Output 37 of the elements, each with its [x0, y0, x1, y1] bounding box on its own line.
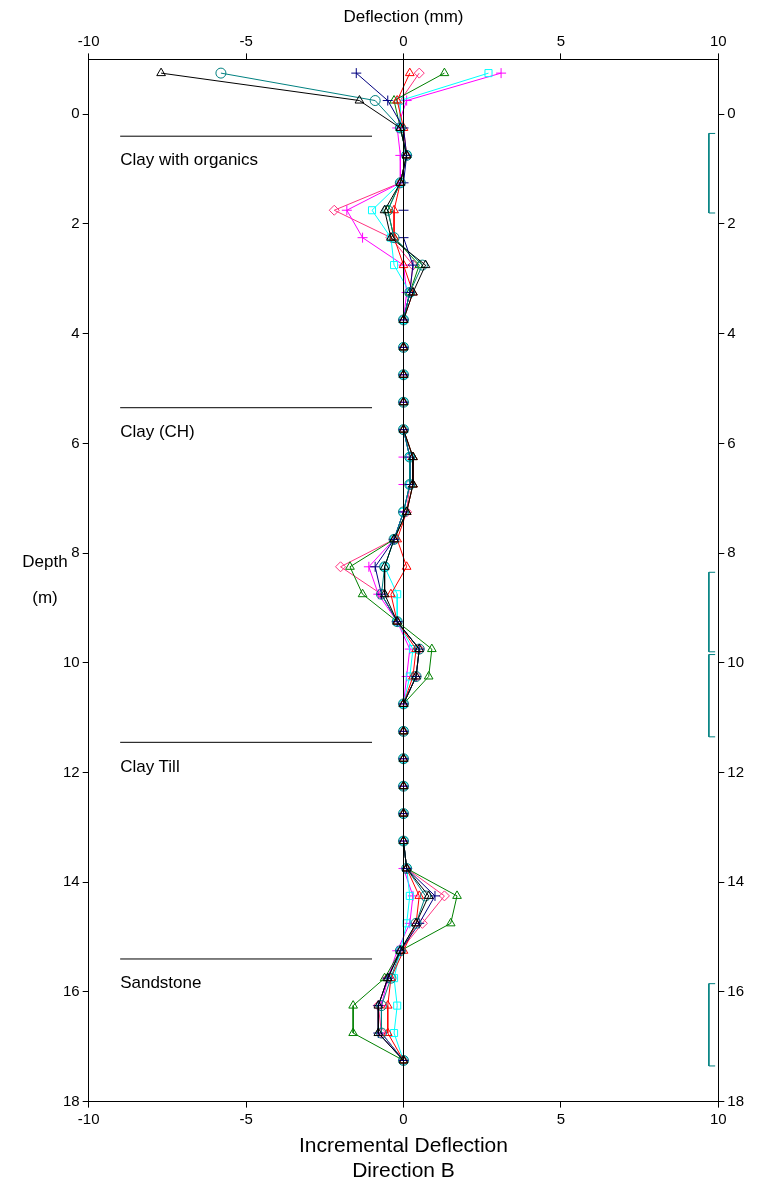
- y-tick-label: 0: [71, 104, 80, 122]
- y2-tick-label: 8: [727, 543, 736, 561]
- x-tick-label: 10: [709, 31, 727, 49]
- annotation: Clay (CH): [120, 421, 195, 441]
- y-tick-label: 6: [71, 433, 80, 451]
- x2-tick-label: 5: [556, 1109, 566, 1127]
- y2-tick-label: 6: [727, 433, 736, 451]
- annotation: Clay with organics: [120, 150, 259, 170]
- x-tick-label: 5: [556, 31, 566, 49]
- y-tick-label: 12: [63, 762, 80, 780]
- x-tick-label: -5: [239, 31, 253, 49]
- y-tick-label: 10: [63, 652, 80, 670]
- x-axis-title: Incremental Deflection Direction B: [299, 1133, 508, 1182]
- x-tick-label: 0: [399, 31, 408, 49]
- y2-tick-label: 0: [727, 104, 736, 122]
- y-tick-label: 8: [71, 543, 80, 561]
- x2-tick-label: -10: [77, 1109, 100, 1127]
- y2-tick-label: 14: [727, 872, 744, 890]
- y2-tick-label: 2: [727, 214, 736, 232]
- annotation: Clay Till: [120, 756, 180, 776]
- y2-tick-label: 10: [727, 652, 744, 670]
- y2-tick-label: 12: [727, 762, 744, 780]
- y-tick-label: 14: [63, 872, 80, 890]
- y-tick-label: 2: [71, 214, 80, 232]
- x2-axis-title: Deflection (mm): [343, 6, 464, 26]
- x2-tick-label: 10: [709, 1109, 727, 1127]
- y2-tick-label: 18: [727, 1091, 744, 1109]
- y-axis-title: Depth (m): [22, 552, 68, 608]
- y-tick-label: 4: [71, 323, 80, 341]
- y-tick-label: 16: [63, 982, 80, 1000]
- x-tick-label: -10: [77, 31, 100, 49]
- x2-tick-label: -5: [239, 1109, 253, 1127]
- x2-tick-label: 0: [399, 1109, 408, 1127]
- annotation: Sandstone: [120, 973, 202, 993]
- y2-tick-label: 4: [727, 323, 736, 341]
- y-tick-label: 18: [63, 1091, 80, 1109]
- y2-tick-label: 16: [727, 982, 744, 1000]
